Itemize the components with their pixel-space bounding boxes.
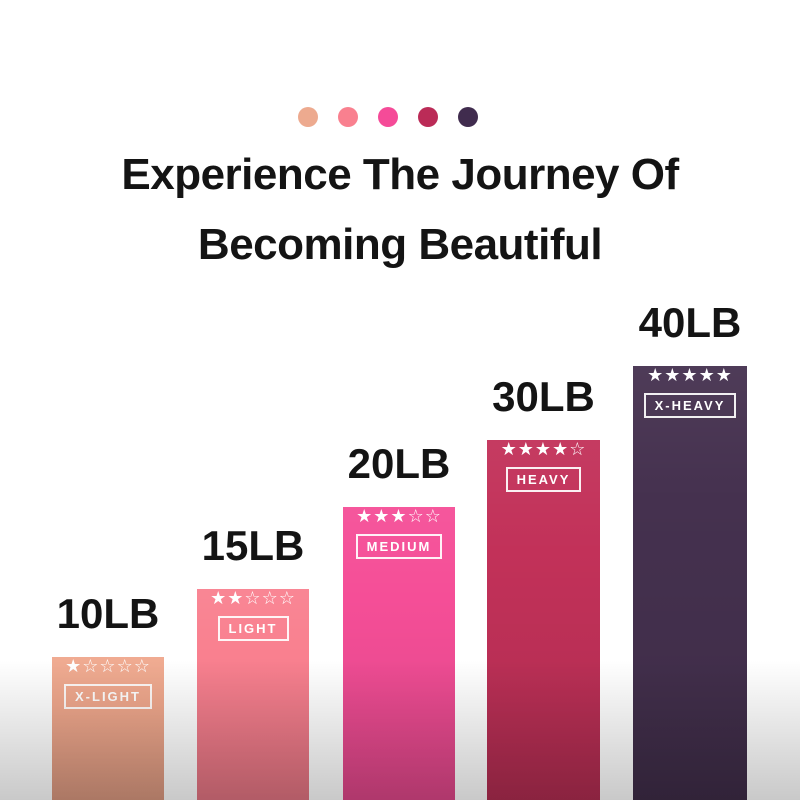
weight-label: 20LB xyxy=(347,440,451,487)
band-20lb: 20LB ★★★☆☆ MEDIUM xyxy=(343,443,455,800)
x-light-color-dot xyxy=(298,107,318,127)
headline-line-2: Becoming Beautiful xyxy=(197,220,603,269)
star-rating: ★★★☆☆ xyxy=(356,506,442,527)
weight-label: 40LB xyxy=(638,299,742,346)
band-10lb: 10LB ★☆☆☆☆ X-LIGHT xyxy=(52,593,164,800)
level-badge: HEAVY xyxy=(505,467,582,492)
level-badge: MEDIUM xyxy=(355,534,443,559)
resistance-bar: ★★★★☆ HEAVY xyxy=(487,440,600,800)
medium-color-dot xyxy=(378,107,398,127)
star-rating: ★☆☆☆☆ xyxy=(65,656,151,677)
headline-line-1: Experience The Journey Of xyxy=(121,150,679,199)
color-palette xyxy=(298,107,478,127)
weight-label: 30LB xyxy=(492,373,595,420)
star-rating: ★★★★☆ xyxy=(500,439,587,460)
level-badge: X-HEAVY xyxy=(643,393,737,418)
page-title: Experience The Journey Of Becoming Beaut… xyxy=(0,140,800,280)
resistance-bar: ★☆☆☆☆ X-LIGHT xyxy=(52,657,164,800)
resistance-bar: ★★☆☆☆ LIGHT xyxy=(197,589,309,800)
level-badge: LIGHT xyxy=(217,616,289,641)
band-40lb: 40LB ★★★★★ X-HEAVY xyxy=(633,302,747,800)
light-color-dot xyxy=(338,107,358,127)
resistance-bar: ★★★☆☆ MEDIUM xyxy=(343,507,455,800)
x-heavy-color-dot xyxy=(458,107,478,127)
resistance-bar: ★★★★★ X-HEAVY xyxy=(633,366,747,800)
weight-label: 15LB xyxy=(201,522,305,569)
band-30lb: 30LB ★★★★☆ HEAVY xyxy=(487,376,600,800)
heavy-color-dot xyxy=(418,107,438,127)
star-rating: ★★★★★ xyxy=(647,365,733,386)
level-badge: X-LIGHT xyxy=(64,684,152,709)
star-rating: ★★☆☆☆ xyxy=(210,588,296,609)
weight-label: 10LB xyxy=(56,590,160,637)
band-15lb: 15LB ★★☆☆☆ LIGHT xyxy=(197,525,309,800)
